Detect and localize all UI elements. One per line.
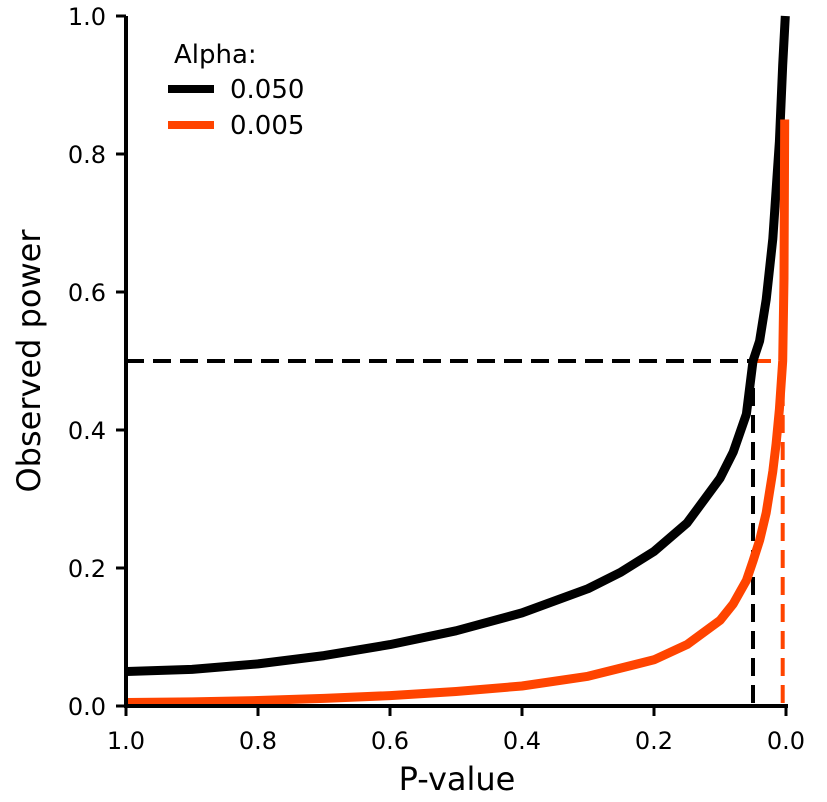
x-tick-label: 0.6	[371, 727, 409, 755]
y-ticks-layer: 0.0 0.2 0.4 0.6 0.8 1.0	[68, 3, 126, 721]
x-tick-label: 0.4	[503, 727, 541, 755]
y-tick-label: 0.2	[68, 555, 106, 583]
x-axis-label: P-value	[399, 760, 516, 798]
series-layer	[125, 15, 790, 707]
legend: Alpha: 0.050 0.005	[168, 40, 304, 141]
legend-label-0.050: 0.050	[230, 75, 304, 105]
y-tick-label: 0.0	[68, 693, 106, 721]
y-tick-label: 0.8	[68, 141, 106, 169]
x-tick-label: 0.8	[239, 727, 277, 755]
x-ticks-layer: 1.0 0.8 0.6 0.4 0.2 0.0	[107, 706, 805, 755]
y-tick-label: 0.4	[68, 417, 106, 445]
x-tick-label: 0.2	[635, 727, 673, 755]
series-line-0.050	[125, 15, 790, 676]
y-tick-label: 0.6	[68, 279, 106, 307]
x-tick-label: 0.0	[767, 727, 805, 755]
y-tick-label: 1.0	[68, 3, 106, 31]
series-line-0.005	[125, 119, 790, 707]
axes-layer	[124, 16, 788, 708]
y-axis-label: Observed power	[10, 229, 48, 493]
legend-title: Alpha:	[174, 40, 257, 70]
reference-lines-layer	[126, 359, 785, 706]
x-tick-label: 1.0	[107, 727, 145, 755]
legend-label-0.005: 0.005	[230, 111, 304, 141]
